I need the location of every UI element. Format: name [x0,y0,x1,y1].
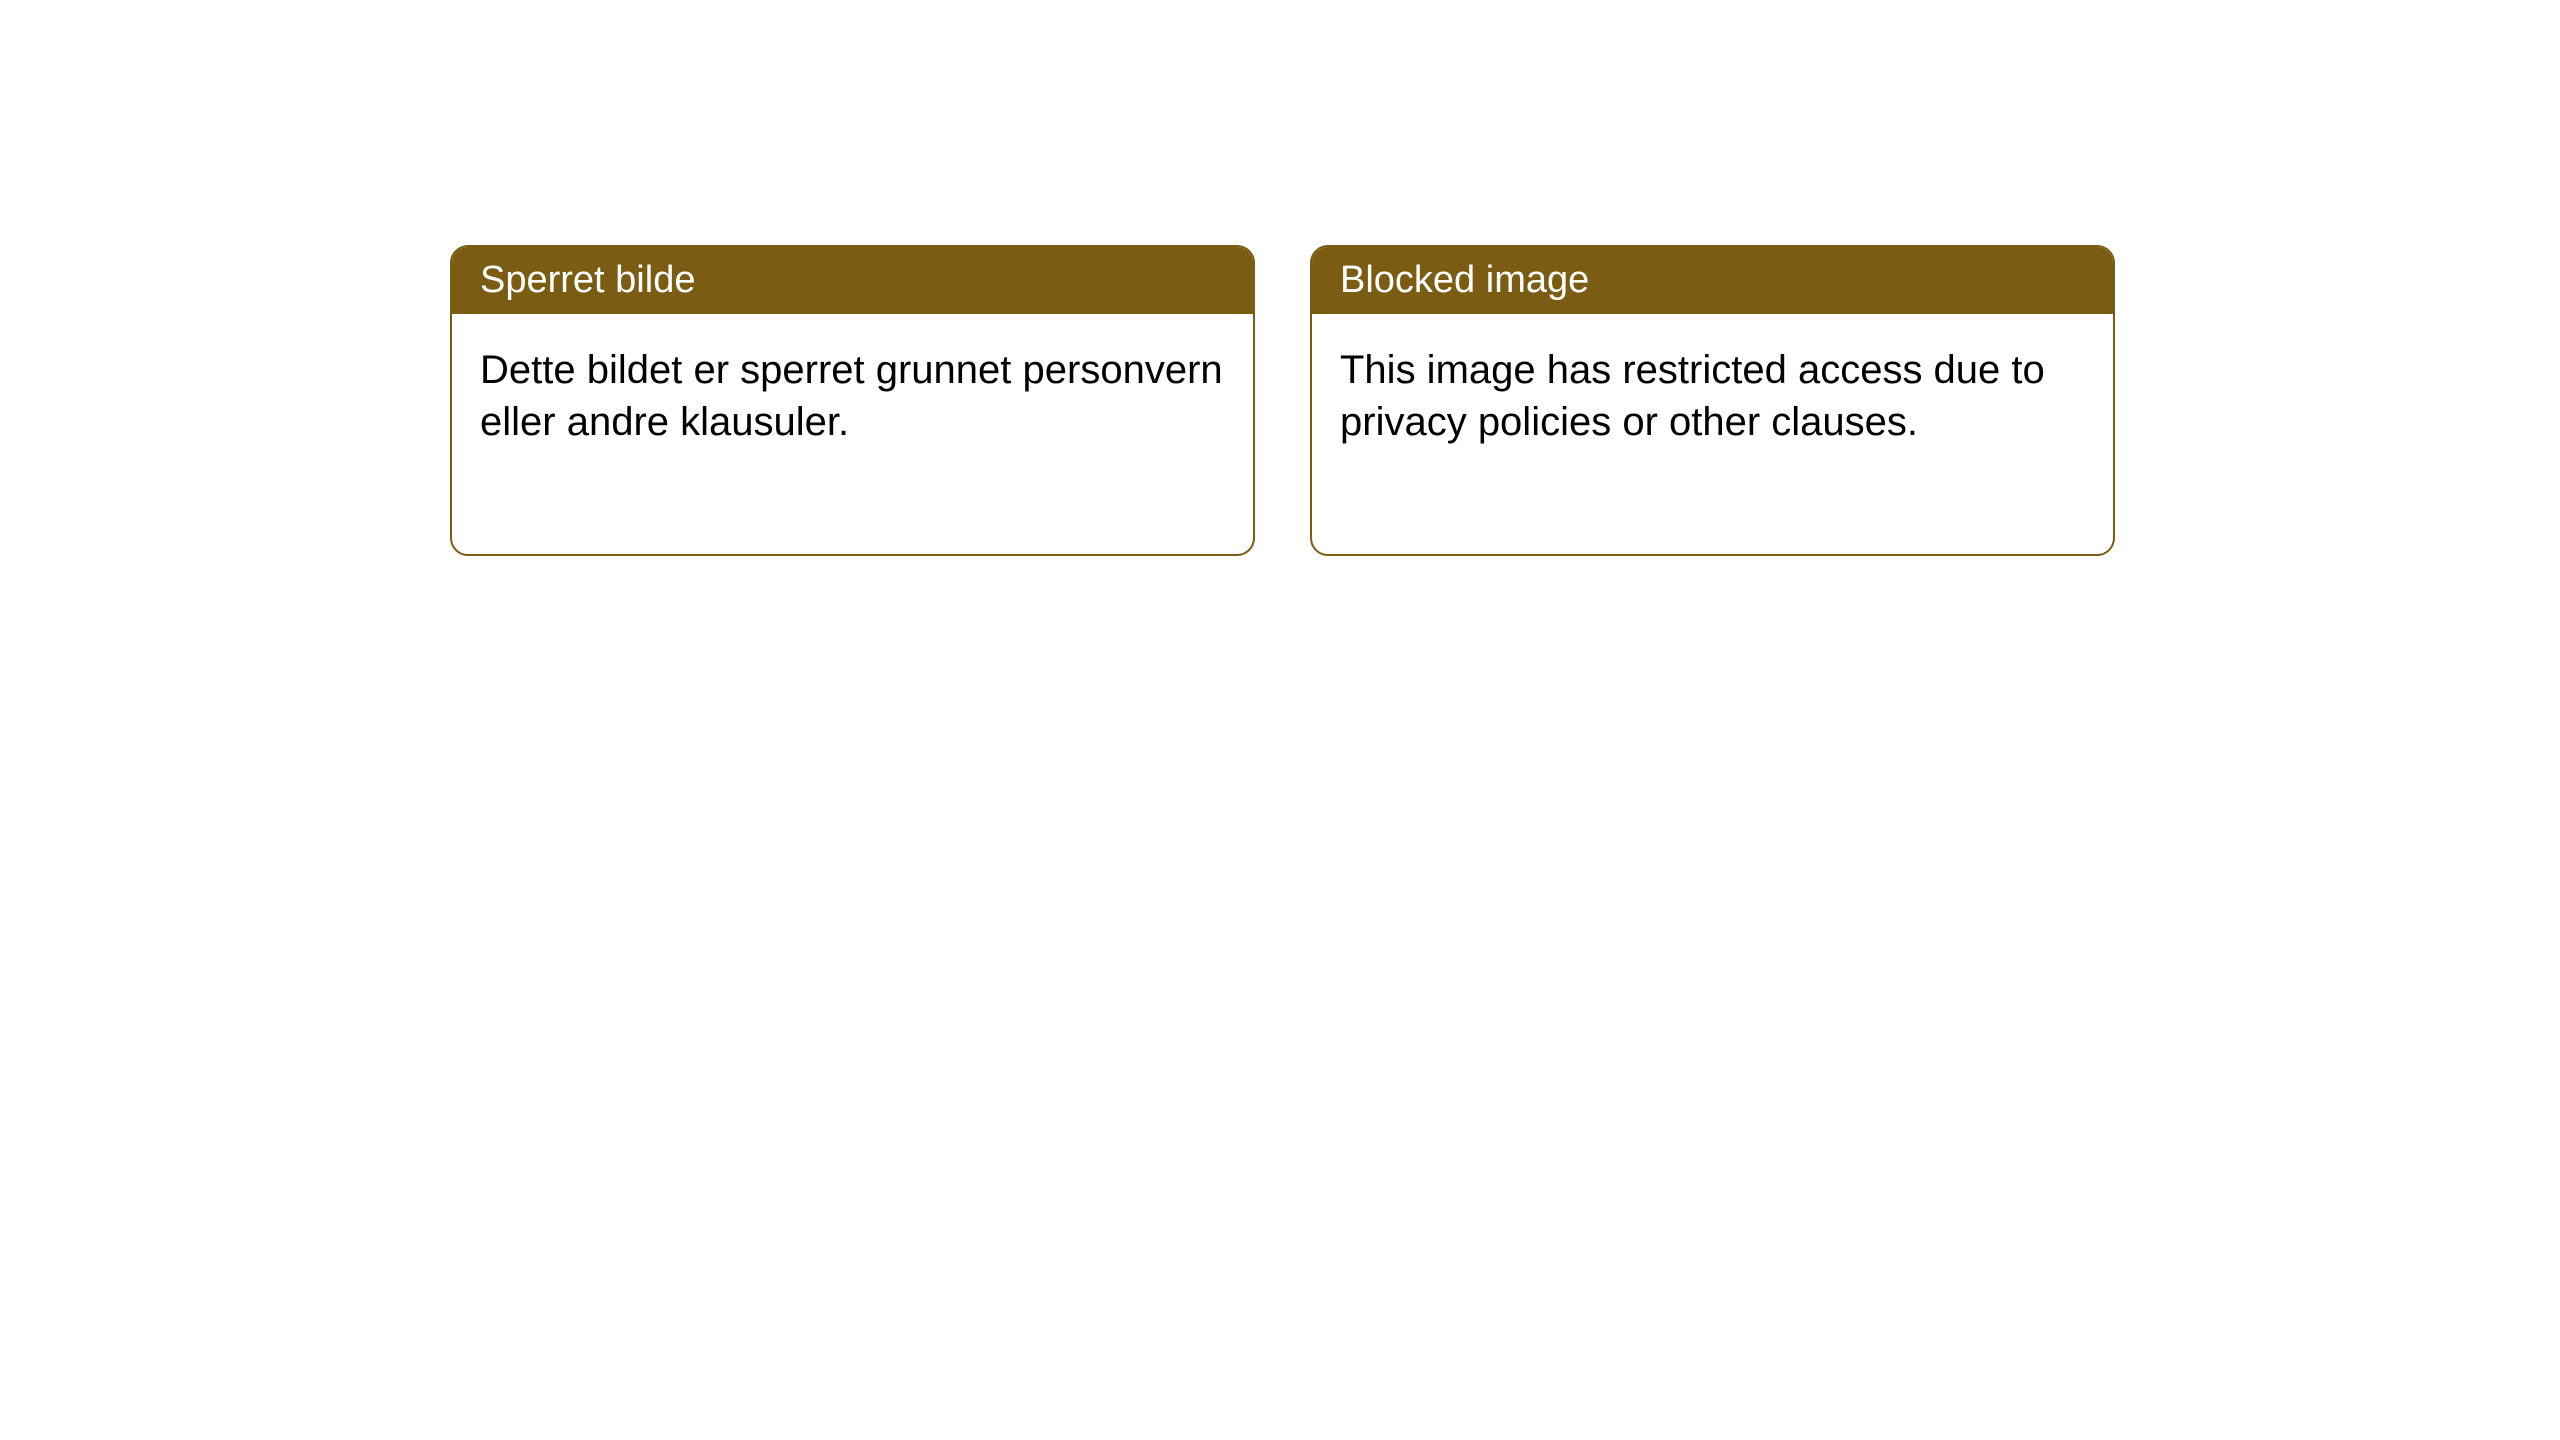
notice-container: Sperret bilde Dette bildet er sperret gr… [450,245,2115,556]
notice-body-norwegian: Dette bildet er sperret grunnet personve… [452,314,1253,554]
notice-text-norwegian: Dette bildet er sperret grunnet personve… [480,348,1223,444]
notice-title-english: Blocked image [1340,259,1589,301]
notice-header-norwegian: Sperret bilde [452,247,1253,314]
notice-header-english: Blocked image [1312,247,2113,314]
notice-text-english: This image has restricted access due to … [1340,348,2045,444]
notice-body-english: This image has restricted access due to … [1312,314,2113,554]
notice-box-norwegian: Sperret bilde Dette bildet er sperret gr… [450,245,1255,556]
notice-title-norwegian: Sperret bilde [480,259,695,301]
notice-box-english: Blocked image This image has restricted … [1310,245,2115,556]
